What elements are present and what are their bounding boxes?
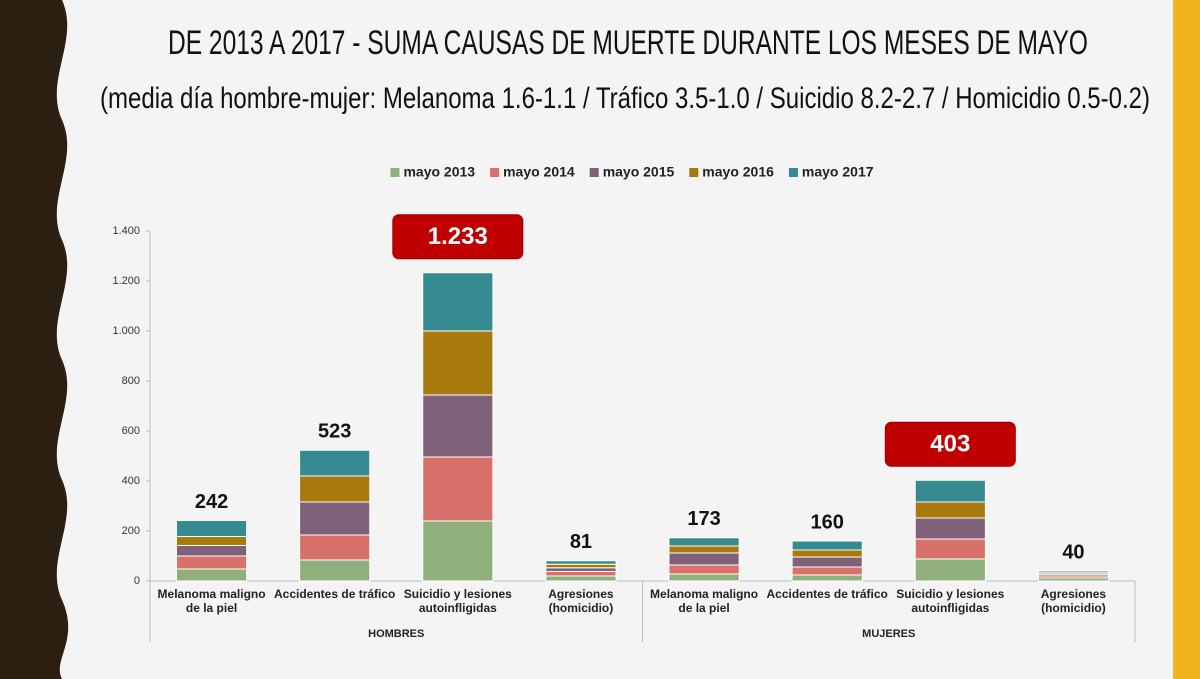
x-tick-label-box: Suicidio y lesiones autoinfligidas <box>896 587 1005 615</box>
legend-swatch <box>788 168 798 177</box>
bar-segment <box>422 330 494 396</box>
bar-segment <box>791 556 863 568</box>
bar-segment <box>668 552 740 566</box>
total-label: 81 <box>570 531 592 553</box>
legend-label: mayo 2016 <box>702 164 774 180</box>
bar-segment <box>791 574 863 582</box>
y-tick-label: 1.000 <box>112 325 140 337</box>
legend-label: mayo 2014 <box>503 164 575 180</box>
bar-segment <box>175 555 248 570</box>
total-label: 242 <box>195 491 228 513</box>
bar-segment <box>299 559 371 582</box>
bar-segment <box>668 573 740 582</box>
bar-segment <box>791 566 863 576</box>
bar-segment <box>914 558 986 582</box>
x-tick-label: Agresiones (homicidio) <box>1040 587 1107 615</box>
legend-swatch <box>490 168 500 177</box>
bar-segment <box>422 520 494 582</box>
bar-segment <box>175 520 248 537</box>
legend-label: mayo 2017 <box>802 164 874 180</box>
total-label: 523 <box>318 421 351 443</box>
y-tick-label: 400 <box>122 475 140 487</box>
bar-segment <box>175 536 248 546</box>
total-label: 40 <box>1062 541 1084 563</box>
x-tick-label: Melanoma maligno de la piel <box>650 587 759 615</box>
bar-segment <box>299 475 371 503</box>
bar-segment <box>422 272 494 332</box>
group-label: HOMBRES <box>368 628 424 640</box>
y-tick-label: 1.400 <box>112 225 140 237</box>
bar-segment <box>668 545 740 554</box>
legend-swatch <box>589 168 599 177</box>
x-tick-label: Agresiones (homicidio) <box>548 587 614 615</box>
right-border <box>1173 0 1200 679</box>
bar-segment <box>422 456 494 522</box>
bar-segment <box>791 540 863 551</box>
x-tick-label-box: Agresiones (homicidio) <box>548 587 614 615</box>
bar-segment <box>299 534 371 561</box>
bar-segment <box>914 538 986 560</box>
x-tick-label: Accidentes de tráfico <box>274 587 396 601</box>
bar-segment <box>175 545 248 557</box>
bar-segment <box>299 501 371 536</box>
legend-label: mayo 2013 <box>403 164 475 180</box>
left-border <box>0 0 69 679</box>
bar-segment <box>545 571 617 577</box>
total-label: 160 <box>811 511 844 533</box>
bar-segment <box>791 549 863 558</box>
x-tick-label: Suicidio y lesiones autoinfligidas <box>896 587 1005 615</box>
x-tick-label-box: Melanoma maligno de la piel <box>650 587 759 615</box>
y-tick-label: 600 <box>122 425 140 437</box>
y-tick-label: 800 <box>122 375 140 387</box>
y-tick-label: 0 <box>134 575 140 587</box>
total-highlight <box>884 421 1016 467</box>
total-label: 1.233 <box>428 223 488 250</box>
x-tick-label: Accidentes de tráfico <box>766 587 888 601</box>
chart-subtitle: (media día hombre-mujer: Melanoma 1.6-1.… <box>100 82 1150 115</box>
total-label: 173 <box>687 508 720 530</box>
bar-segment <box>422 394 494 458</box>
x-tick-label-box: Melanoma maligno de la piel <box>157 587 266 615</box>
x-tick-label-box: Accidentes de tráfico <box>274 587 396 601</box>
chart-title: DE 2013 A 2017 - SUMA CAUSAS DE MUERTE D… <box>168 24 1088 62</box>
y-tick-label: 1.200 <box>112 275 140 287</box>
legend-label: mayo 2015 <box>603 164 675 180</box>
group-label: MUJERES <box>862 628 915 640</box>
bar-segment <box>299 449 371 477</box>
bar-segment <box>914 479 986 503</box>
total-highlight <box>392 214 524 260</box>
legend-swatch <box>390 168 400 177</box>
bar-segment <box>668 564 740 575</box>
bar-segment <box>545 575 617 582</box>
bar-segment <box>545 560 617 565</box>
y-tick-label: 200 <box>122 525 140 537</box>
bar-segment <box>914 501 986 519</box>
bar-segment <box>545 567 617 572</box>
bar-segment <box>175 568 248 582</box>
total-label: 403 <box>930 431 970 458</box>
x-tick-label-box: Agresiones (homicidio) <box>1040 587 1107 615</box>
x-tick-label: Melanoma maligno de la piel <box>157 587 266 615</box>
bar-segment <box>668 537 740 547</box>
x-tick-label-box: Suicidio y lesiones autoinfligidas <box>403 587 512 615</box>
legend-swatch <box>689 168 699 177</box>
x-tick-label-box: Accidentes de tráfico <box>766 587 888 601</box>
bar-segment <box>914 517 986 540</box>
bar-segment <box>1037 570 1110 574</box>
x-tick-label: Suicidio y lesiones autoinfligidas <box>403 587 512 615</box>
bar-segment <box>545 563 617 569</box>
